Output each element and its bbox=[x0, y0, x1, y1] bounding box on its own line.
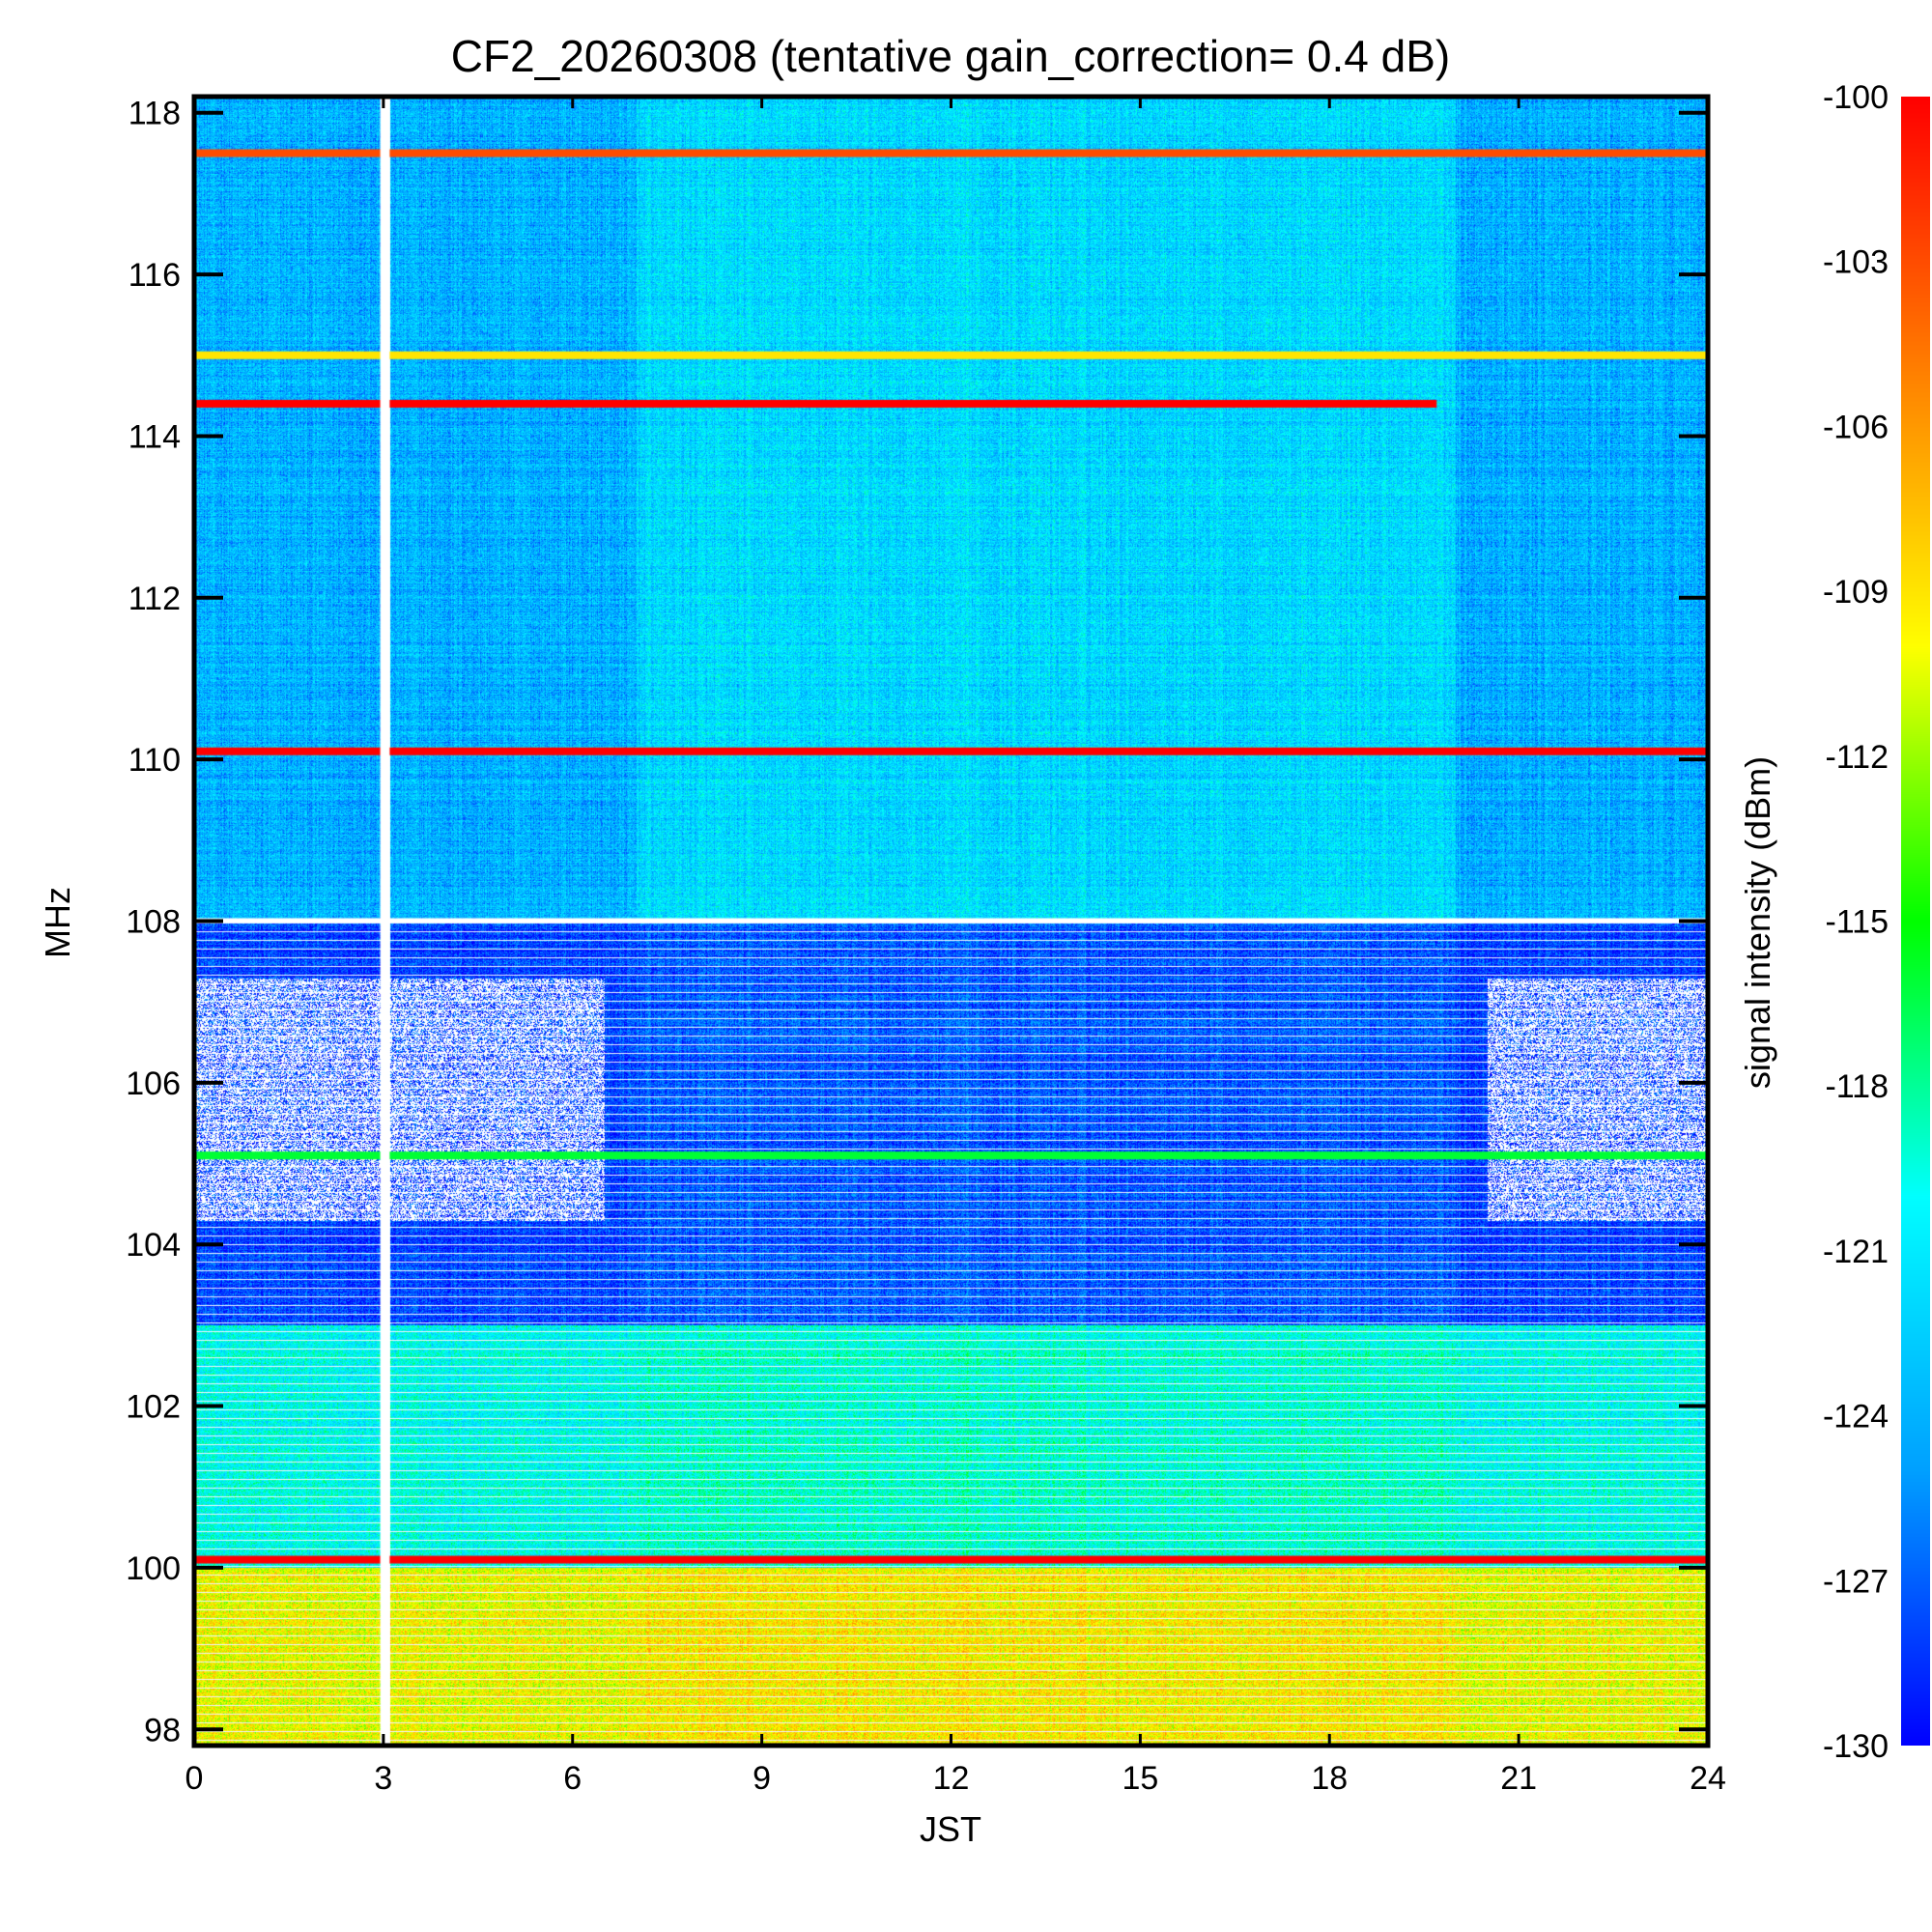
colorbar-tick-label: -124 bbox=[1823, 1399, 1889, 1435]
y-tick-label: 98 bbox=[144, 1712, 181, 1748]
colorbar-tick-label: -112 bbox=[1825, 739, 1889, 776]
y-axis-ticks: 98 100 102 104 106 108 110 112 114 116 118 bbox=[126, 96, 1708, 1748]
x-tick-label: 18 bbox=[1311, 1760, 1348, 1797]
y-tick-label: 102 bbox=[126, 1389, 181, 1426]
x-tick-label: 24 bbox=[1690, 1760, 1726, 1797]
y-tick-label: 118 bbox=[128, 96, 181, 132]
y-tick-label: 106 bbox=[126, 1065, 181, 1102]
y-tick-label: 110 bbox=[128, 742, 181, 779]
y-axis-label: MHz bbox=[38, 887, 77, 958]
y-tick-label: 112 bbox=[128, 581, 181, 617]
plot-frame bbox=[191, 94, 1711, 1748]
colorbar-label: signal intensity (dBm) bbox=[1738, 756, 1777, 1089]
x-axis-label: JST bbox=[920, 1809, 981, 1849]
y-tick-label: 116 bbox=[128, 257, 181, 294]
colorbar-ticks: -100 -103 -106 -109 -112 -115 -118 -121 -124 -127… bbox=[1823, 79, 1889, 1765]
colorbar-tick-label: -118 bbox=[1825, 1068, 1889, 1105]
chart-title: CF2_20260308 (tentative gain_correction=… bbox=[451, 31, 1450, 81]
colorbar-tick-label: -109 bbox=[1823, 574, 1889, 611]
colorbar-tick-label: -130 bbox=[1823, 1728, 1889, 1765]
x-axis-ticks: 0 3 6 9 12 15 18 21 24 bbox=[185, 97, 1726, 1797]
x-tick-label: 15 bbox=[1122, 1760, 1158, 1797]
y-tick-label: 100 bbox=[126, 1550, 181, 1587]
x-tick-label: 3 bbox=[374, 1760, 392, 1797]
colorbar-tick-label: -121 bbox=[1823, 1234, 1889, 1270]
colorbar-tick-label: -106 bbox=[1823, 409, 1889, 445]
colorbar-gradient bbox=[1901, 97, 1930, 1746]
x-tick-label: 9 bbox=[753, 1760, 771, 1797]
x-tick-label: 6 bbox=[563, 1760, 582, 1797]
spectrogram-heatmap bbox=[194, 97, 1708, 1746]
colorbar-tick-label: -115 bbox=[1825, 904, 1889, 941]
y-tick-label: 114 bbox=[128, 418, 181, 455]
colorbar-tick-label: -127 bbox=[1823, 1563, 1889, 1600]
colorbar-tick-label: -103 bbox=[1823, 244, 1889, 281]
colorbar-tick-label: -100 bbox=[1823, 79, 1889, 116]
y-tick-label: 104 bbox=[126, 1227, 181, 1264]
x-tick-label: 12 bbox=[933, 1760, 970, 1797]
y-tick-label: 108 bbox=[126, 904, 181, 941]
x-tick-label: 21 bbox=[1500, 1760, 1537, 1797]
x-tick-label: 0 bbox=[185, 1760, 204, 1797]
